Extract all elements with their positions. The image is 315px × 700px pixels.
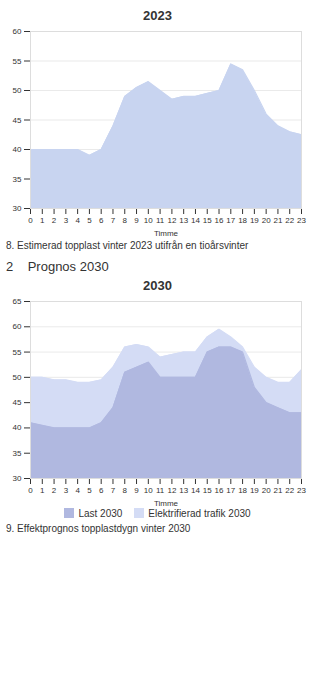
svg-text:3: 3 xyxy=(64,216,69,225)
svg-text:3: 3 xyxy=(64,486,69,495)
svg-text:12: 12 xyxy=(167,486,176,495)
svg-text:11: 11 xyxy=(156,486,165,495)
html-text:2 Prognos 2030: 2 Prognos 2030 xyxy=(6,259,109,274)
svg-text:Timme: Timme xyxy=(154,229,179,238)
svg-text:17: 17 xyxy=(226,216,235,225)
svg-text:14: 14 xyxy=(191,486,200,495)
svg-text:6: 6 xyxy=(99,216,104,225)
svg-text:Timme: Timme xyxy=(154,499,179,508)
svg-text:19: 19 xyxy=(250,216,259,225)
svg-text:30: 30 xyxy=(13,204,22,213)
svg-text:7: 7 xyxy=(111,486,116,495)
svg-text:18: 18 xyxy=(238,486,247,495)
svg-text:2: 2 xyxy=(52,486,57,495)
svg-text:50: 50 xyxy=(13,86,22,95)
html-text:Last 2030: Last 2030 xyxy=(78,508,123,519)
svg-text:15: 15 xyxy=(203,216,212,225)
svg-text:10: 10 xyxy=(144,486,153,495)
svg-text:12: 12 xyxy=(167,216,176,225)
svg-text:4: 4 xyxy=(75,216,80,225)
svg-text:17: 17 xyxy=(226,486,235,495)
svg-text:10: 10 xyxy=(144,216,153,225)
svg-text:13: 13 xyxy=(179,486,188,495)
svg-text:60: 60 xyxy=(13,27,22,36)
svg-text:8: 8 xyxy=(123,216,128,225)
html-text:9. Effektprognos topplastdygn: 9. Effektprognos topplastdygn vinter 203… xyxy=(6,523,191,534)
svg-text:13: 13 xyxy=(179,216,188,225)
svg-text:11: 11 xyxy=(156,216,165,225)
svg-text:35: 35 xyxy=(13,175,22,184)
svg-text:4: 4 xyxy=(75,486,80,495)
html-text:8. Estimerad topplast vinter 2: 8. Estimerad topplast vinter 2023 utifrå… xyxy=(6,240,249,251)
svg-text:9: 9 xyxy=(134,486,139,495)
svg-text:21: 21 xyxy=(273,216,282,225)
svg-text:55: 55 xyxy=(13,57,22,66)
svg-text:1: 1 xyxy=(40,216,45,225)
svg-text:0: 0 xyxy=(28,216,33,225)
svg-text:15: 15 xyxy=(203,486,212,495)
svg-text:22: 22 xyxy=(285,486,294,495)
svg-text:22: 22 xyxy=(285,216,294,225)
svg-text:14: 14 xyxy=(191,216,200,225)
svg-text:16: 16 xyxy=(215,216,224,225)
html-text:2030: 2030 xyxy=(143,278,172,293)
svg-text:35: 35 xyxy=(13,449,22,458)
svg-text:7: 7 xyxy=(111,216,116,225)
svg-text:60: 60 xyxy=(13,322,22,331)
svg-text:19: 19 xyxy=(250,486,259,495)
html-text:Elektrifierad trafik 2030: Elektrifierad trafik 2030 xyxy=(148,508,251,519)
svg-text:16: 16 xyxy=(215,486,224,495)
svg-text:50: 50 xyxy=(13,373,22,382)
svg-text:5: 5 xyxy=(87,486,92,495)
svg-text:45: 45 xyxy=(13,398,22,407)
html-text:2023: 2023 xyxy=(143,8,172,23)
svg-text:23: 23 xyxy=(297,486,306,495)
svg-text:40: 40 xyxy=(13,145,22,154)
svg-text:55: 55 xyxy=(13,348,22,357)
svg-text:18: 18 xyxy=(238,216,247,225)
svg-text:40: 40 xyxy=(13,423,22,432)
svg-text:30: 30 xyxy=(13,474,22,483)
svg-text:5: 5 xyxy=(87,216,92,225)
svg-text:20: 20 xyxy=(262,486,271,495)
svg-text:8: 8 xyxy=(123,486,128,495)
svg-text:9: 9 xyxy=(134,216,139,225)
svg-text:0: 0 xyxy=(28,486,33,495)
svg-text:6: 6 xyxy=(99,486,104,495)
svg-text:1: 1 xyxy=(40,486,45,495)
svg-text:65: 65 xyxy=(13,297,22,306)
svg-text:20: 20 xyxy=(262,216,271,225)
svg-text:21: 21 xyxy=(273,486,282,495)
svg-text:23: 23 xyxy=(297,216,306,225)
svg-text:45: 45 xyxy=(13,116,22,125)
svg-text:2: 2 xyxy=(52,216,57,225)
